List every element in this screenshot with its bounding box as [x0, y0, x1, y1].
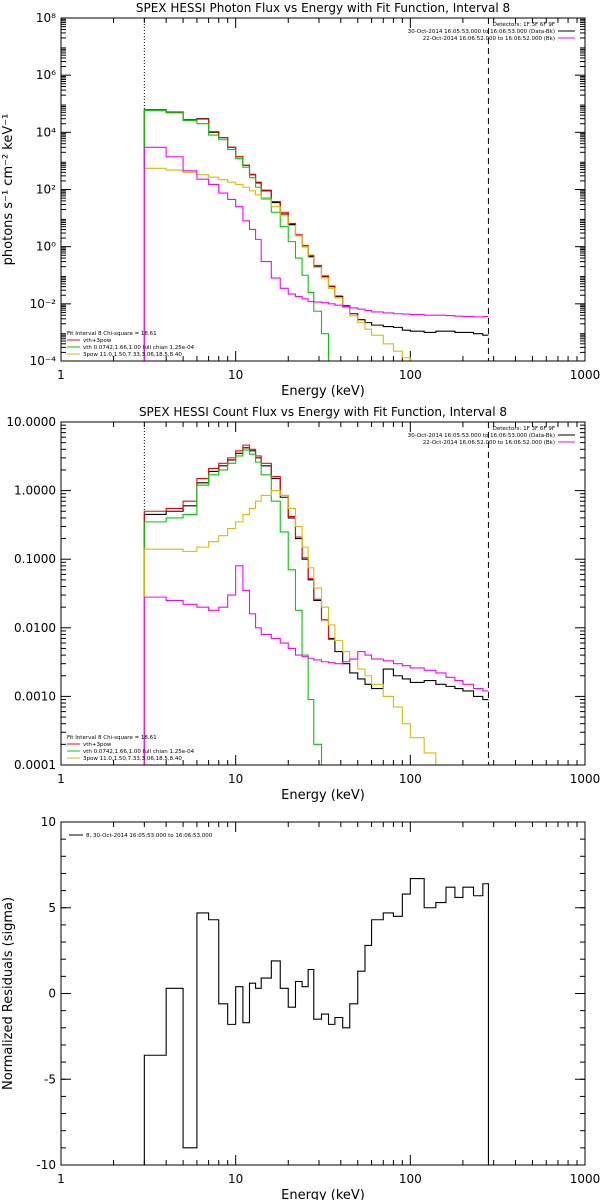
- series-line-4: [143, 565, 489, 765]
- y-tick-label: 0: [48, 987, 56, 1001]
- y-tick-label: -10: [36, 1158, 56, 1172]
- y-tick-label: 10.0000: [6, 415, 56, 429]
- legend-entry: 8, 30-Oct-2014 16:05:53.000 to 16:06:53.…: [86, 833, 213, 839]
- plot-frame: [60, 17, 586, 362]
- legend-entry: vth 0.0742,1.66,1.00 full chian 1.25e-04: [83, 345, 195, 351]
- legend-entry: 30-Oct-2014 16:05:53.000 to 16:06:53.000…: [408, 433, 555, 439]
- series-line-3: [143, 167, 411, 361]
- series-line-0: [143, 878, 489, 1165]
- y-tick-label: 0.0010: [14, 689, 56, 703]
- y-tick-label: 10⁻⁴: [30, 354, 57, 368]
- y-tick-label: 10⁴: [36, 125, 56, 139]
- y-tick-label: -5: [44, 1072, 56, 1086]
- y-tick-label: 10⁸: [36, 11, 56, 25]
- legend-entry: Detectors: 1F 3F 6F 9F: [493, 22, 555, 28]
- series-line-2: [143, 449, 323, 765]
- x-tick-label: 10: [228, 368, 243, 382]
- count-flux-panel: SPEX HESSI Count Flux vs Energy with Fit…: [6, 405, 600, 803]
- y-tick-label: 10²: [36, 183, 56, 197]
- x-tick-label: 1: [57, 368, 65, 382]
- x-tick-label: 100: [399, 368, 422, 382]
- series-line-4: [143, 146, 489, 361]
- x-axis-label: Energy (keV): [281, 788, 365, 803]
- x-tick-label: 10: [228, 772, 243, 786]
- chart-title: SPEX HESSI Photon Flux vs Energy with Fi…: [136, 1, 510, 15]
- x-tick-label: 1: [57, 772, 65, 786]
- legend-entry: vth+3pow: [83, 742, 112, 748]
- x-tick-label: 10: [228, 1172, 243, 1186]
- x-tick-label: 1000: [570, 772, 600, 786]
- legend-entry: vth+3pow: [83, 338, 112, 344]
- residuals-panel: 1 10 100 1000 -10 -5 0 5 10 Energy (keV) Normalize…: [1, 815, 600, 1200]
- x-tick-label: 1: [57, 1172, 65, 1186]
- y-tick-label: 0.1000: [14, 552, 56, 566]
- series-line-2: [143, 109, 336, 361]
- legend-entry: Detectors: 1F 3F 6F 9F: [493, 426, 555, 432]
- y-tick-label: 0.0001: [14, 758, 56, 772]
- x-axis-label: Energy (keV): [281, 384, 365, 399]
- y-axis-label: Normalized Residuals (sigma): [1, 897, 16, 1090]
- y-tick-label: 10⁻²: [30, 297, 57, 311]
- y-tick-label: 1.0000: [14, 484, 56, 498]
- photon-flux-panel: SPEX HESSI Photon Flux vs Energy with Fi…: [1, 1, 600, 399]
- y-tick-label: 0.0100: [14, 621, 56, 635]
- legend-entry: 3pow 11.0,1.50,7.33,3.06,18.5,8.40: [83, 352, 182, 358]
- plot-frame: [60, 821, 586, 1166]
- legend-entry: Fit Interval 8 Chi-square = 18.61: [67, 735, 157, 741]
- x-tick-label: 1000: [570, 1172, 600, 1186]
- y-tick-label: 5: [48, 901, 56, 915]
- legend-entry: Fit Interval 8 Chi-square = 18.61: [67, 331, 157, 337]
- legend-entry: 30-Oct-2014 16:05:53.000 to 16:06:53.000…: [408, 29, 555, 35]
- x-tick-label: 100: [399, 1172, 422, 1186]
- legend-entry: 22-Oct-2014 16:06:52.000 to 16:06:52.000…: [423, 36, 555, 42]
- x-axis-label: Energy (keV): [281, 1188, 365, 1200]
- series-line-3: [143, 490, 437, 765]
- legend-entry: 22-Oct-2014 16:06:52.000 to 16:06:52.000…: [423, 440, 555, 446]
- y-tick-label: 10⁶: [36, 68, 56, 82]
- x-tick-label: 100: [399, 772, 422, 786]
- legend-entry: vth 0.0742,1.66,1.00 full chian 1.25e-04: [83, 749, 195, 755]
- y-tick-label: 10⁰: [36, 240, 56, 254]
- y-axis-label: photons s⁻¹ cm⁻² keV⁻¹: [1, 114, 16, 266]
- y-tick-label: 10: [41, 815, 56, 829]
- legend-entry: 3pow 11.0,1.50,7.33,3.06,18.5,8.40: [83, 756, 182, 762]
- x-tick-label: 1000: [570, 368, 600, 382]
- plot-frame: [60, 421, 586, 766]
- chart-title: SPEX HESSI Count Flux vs Energy with Fit…: [139, 405, 507, 419]
